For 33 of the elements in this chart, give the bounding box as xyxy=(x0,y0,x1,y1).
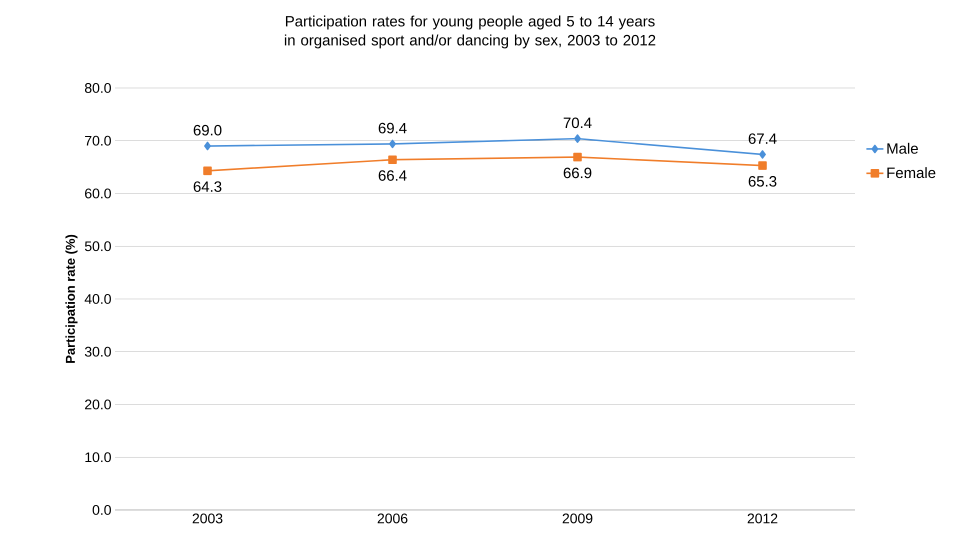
legend-label: Female xyxy=(887,167,936,178)
data-label: 66.4 xyxy=(378,170,407,181)
data-label: 66.9 xyxy=(564,168,592,178)
y-tick-label: 70.0 xyxy=(85,136,111,146)
data-label: 69.4 xyxy=(378,122,407,134)
y-tick-label: 0.0 xyxy=(92,505,111,515)
y-tick-label: 40.0 xyxy=(84,294,111,304)
point xyxy=(388,155,397,164)
point xyxy=(204,142,211,150)
point xyxy=(758,161,767,170)
x-tick-label: 2012 xyxy=(748,513,778,524)
point xyxy=(573,152,582,162)
data-label: 69.0 xyxy=(194,124,222,136)
y-tick-label: 50.0 xyxy=(84,241,111,252)
data-label: 64.3 xyxy=(194,181,222,192)
point xyxy=(389,140,396,148)
chart-title: Participation rates for young people aged 5 to 14 years in organised sport and/or dancing by sex, 2003 to 2012 xyxy=(284,16,656,48)
x-tick-label: 2003 xyxy=(192,513,222,524)
y-tick-label: 20.0 xyxy=(85,400,111,410)
legend-label: Male xyxy=(887,142,918,154)
y-tick-label: 10.0 xyxy=(85,452,111,462)
y-tick-label: 60.0 xyxy=(85,188,111,198)
data-label: 70.4 xyxy=(564,118,592,128)
x-tick-label: 2006 xyxy=(378,513,408,524)
point xyxy=(203,166,212,176)
point xyxy=(759,150,766,159)
y-tick-label: 30.0 xyxy=(84,346,111,357)
data-label: 65.3 xyxy=(748,176,776,187)
point xyxy=(574,134,581,143)
data-label: 67.4 xyxy=(748,133,777,144)
x-tick-label: 2009 xyxy=(562,513,592,524)
y-axis-title: Participation rate (%) xyxy=(65,234,78,363)
y-tick-label: 80.0 xyxy=(84,83,111,93)
